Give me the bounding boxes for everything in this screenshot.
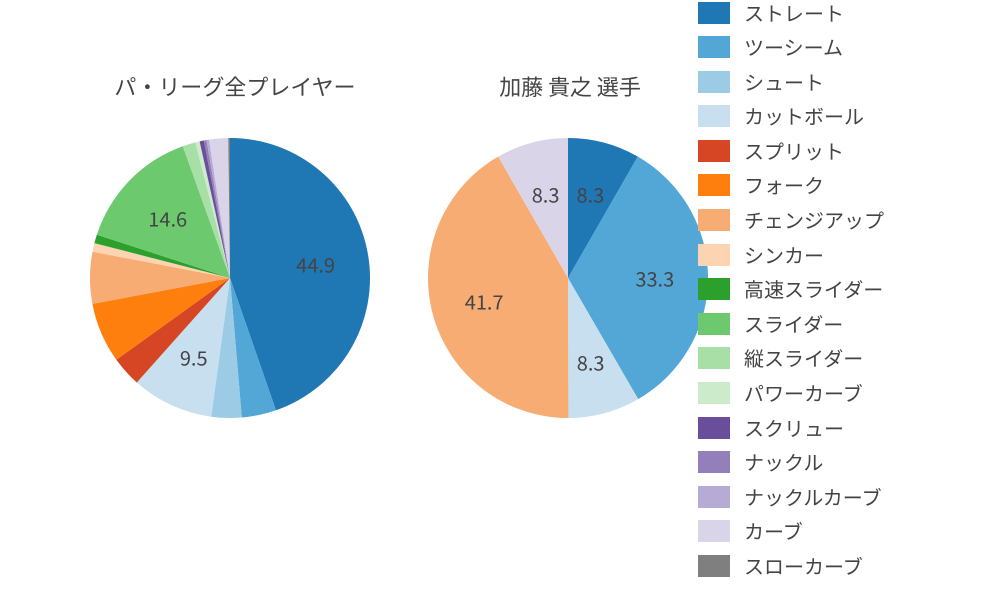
legend-item: シュート — [698, 69, 988, 94]
legend-label: 縦スライダー — [744, 348, 988, 368]
legend-swatch — [698, 417, 730, 439]
legend-label: ナックルカーブ — [744, 487, 988, 507]
legend-label: チェンジアップ — [744, 210, 988, 230]
legend-swatch — [698, 71, 730, 93]
pie-value-label: 8.3 — [577, 180, 605, 209]
pie-player: 8.3 33.3 8.3 41.7 8.3 — [426, 136, 710, 420]
legend-item: ストレート — [698, 0, 988, 25]
legend-swatch — [698, 174, 730, 196]
pie-value-label: 8.3 — [532, 180, 560, 209]
legend-label: カットボール — [744, 106, 988, 126]
legend-swatch — [698, 278, 730, 300]
legend-item: チェンジアップ — [698, 208, 988, 233]
legend-label: シュート — [744, 72, 988, 92]
legend-label: スプリット — [744, 141, 988, 161]
legend-item: ナックルカーブ — [698, 484, 988, 509]
legend-label: スローカーブ — [744, 556, 988, 576]
legend-item: ツーシーム — [698, 35, 988, 60]
legend-label: ストレート — [744, 3, 988, 23]
legend-swatch — [698, 486, 730, 508]
legend-swatch — [698, 382, 730, 404]
legend-swatch — [698, 140, 730, 162]
legend-swatch — [698, 209, 730, 231]
pie-value-label: 33.3 — [635, 263, 674, 292]
legend-label: シンカー — [744, 245, 988, 265]
pie-league: 44.9 9.5 14.6 — [88, 136, 372, 420]
legend-label: スライダー — [744, 314, 988, 334]
legend-swatch — [698, 313, 730, 335]
legend-swatch — [698, 2, 730, 24]
chart-title-league: パ・リーグ全プレイヤー — [95, 70, 375, 102]
legend-swatch — [698, 555, 730, 577]
legend-item: 高速スライダー — [698, 277, 988, 302]
legend-item: スプリット — [698, 138, 988, 163]
legend-item: スライダー — [698, 311, 988, 336]
legend-label: ツーシーム — [744, 37, 988, 57]
legend-item: パワーカーブ — [698, 381, 988, 406]
legend-item: スクリュー — [698, 415, 988, 440]
legend: ストレートツーシームシュートカットボールスプリットフォークチェンジアップシンカー… — [698, 0, 988, 588]
chart-canvas: パ・リーグ全プレイヤー44.99.514.6加藤 貴之 選手8.333.38.3… — [0, 0, 1000, 600]
legend-swatch — [698, 244, 730, 266]
legend-swatch — [698, 347, 730, 369]
pie-value-label: 41.7 — [465, 286, 504, 315]
legend-label: フォーク — [744, 175, 988, 195]
legend-item: スローカーブ — [698, 554, 988, 579]
pie-value-label: 44.9 — [296, 249, 335, 278]
pie-value-label: 9.5 — [180, 342, 208, 371]
legend-item: カーブ — [698, 519, 988, 544]
legend-label: パワーカーブ — [744, 383, 988, 403]
legend-label: カーブ — [744, 521, 988, 541]
legend-item: ナックル — [698, 450, 988, 475]
legend-label: スクリュー — [744, 418, 988, 438]
legend-label: 高速スライダー — [744, 279, 988, 299]
legend-item: フォーク — [698, 173, 988, 198]
legend-item: 縦スライダー — [698, 346, 988, 371]
pie-value-label: 8.3 — [577, 347, 605, 376]
legend-swatch — [698, 451, 730, 473]
chart-title-player: 加藤 貴之 選手 — [430, 70, 710, 102]
legend-swatch — [698, 520, 730, 542]
legend-item: カットボール — [698, 104, 988, 129]
legend-label: ナックル — [744, 452, 988, 472]
legend-swatch — [698, 36, 730, 58]
pie-value-label: 14.6 — [148, 203, 187, 232]
legend-swatch — [698, 105, 730, 127]
legend-item: シンカー — [698, 242, 988, 267]
